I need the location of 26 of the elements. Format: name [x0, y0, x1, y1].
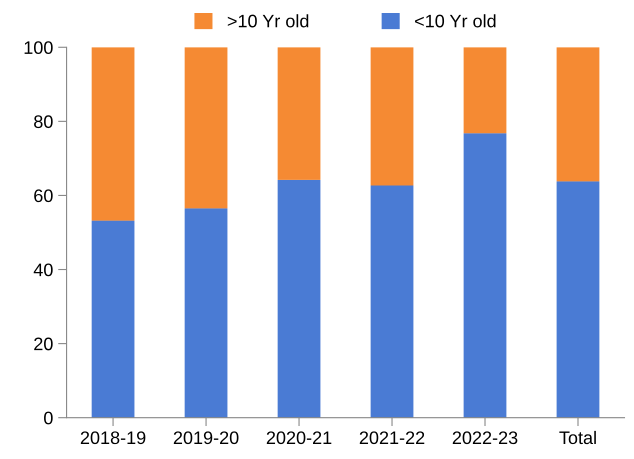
y-tick-label: 60 [34, 189, 53, 202]
bar [556, 47, 600, 182]
x-tick-label: 2021-22 [360, 431, 424, 444]
bar [184, 208, 228, 418]
legend-label: <10 Yr old [415, 14, 496, 28]
x-tick-label: 2022-23 [452, 431, 518, 444]
bar [278, 180, 320, 418]
x-tick-label: 2019-20 [174, 431, 238, 444]
y-tick-label: 40 [34, 263, 53, 276]
y-tick-label: 20 [34, 338, 53, 350]
y-tick-label: 80 [34, 115, 53, 128]
x-tick-label: 2020-21 [266, 431, 332, 444]
bar [370, 185, 414, 418]
bar [370, 47, 414, 186]
bar [464, 47, 506, 134]
bar [464, 133, 506, 418]
x-tick-label: Total [559, 430, 596, 444]
legend-label: >10 Yr old [228, 14, 308, 28]
bar [278, 47, 320, 180]
x-tick-label: 2018-19 [80, 431, 146, 444]
bar [184, 47, 228, 208]
y-tick-label: 0 [44, 412, 53, 424]
bar [556, 181, 600, 418]
bar [92, 47, 134, 221]
y-tick-label: 100 [24, 41, 53, 54]
bar [92, 220, 134, 418]
